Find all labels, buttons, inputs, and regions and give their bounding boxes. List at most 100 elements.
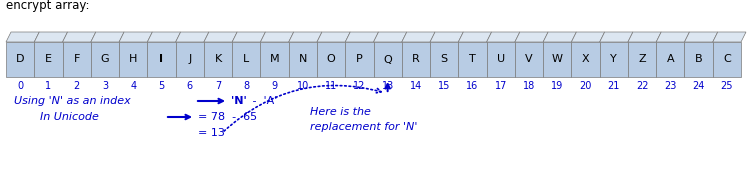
Text: C: C (723, 55, 731, 64)
Text: O: O (327, 55, 336, 64)
FancyArrowPatch shape (224, 85, 381, 131)
Bar (232, 42, 261, 77)
Bar (91, 42, 119, 77)
Text: 19: 19 (551, 81, 563, 91)
Text: 'N': 'N' (231, 96, 246, 106)
Text: 4: 4 (130, 81, 136, 91)
Text: M: M (270, 55, 279, 64)
Bar (204, 42, 232, 77)
Bar (6, 42, 34, 77)
Bar (543, 42, 571, 77)
Text: 25: 25 (721, 81, 733, 91)
Text: A: A (667, 55, 674, 64)
Text: 14: 14 (410, 81, 422, 91)
Bar (401, 42, 430, 77)
Bar (374, 42, 401, 77)
Polygon shape (487, 32, 520, 42)
Text: V: V (525, 55, 533, 64)
Text: In Unicode: In Unicode (40, 112, 99, 122)
Text: R: R (412, 55, 419, 64)
Text: N: N (299, 55, 307, 64)
Polygon shape (543, 32, 577, 42)
Polygon shape (401, 32, 435, 42)
Text: 11: 11 (325, 81, 337, 91)
Bar (288, 42, 317, 77)
Polygon shape (232, 32, 265, 42)
Polygon shape (62, 32, 96, 42)
Bar (628, 42, 656, 77)
Text: I: I (160, 55, 163, 64)
Text: 12: 12 (354, 81, 366, 91)
Text: L: L (243, 55, 249, 64)
Text: Here is the: Here is the (310, 107, 371, 117)
Bar (656, 42, 685, 77)
Text: 3: 3 (102, 81, 108, 91)
Polygon shape (288, 32, 322, 42)
Text: 5: 5 (158, 81, 165, 91)
Text: Using 'N' as an index: Using 'N' as an index (14, 96, 131, 106)
Polygon shape (119, 32, 152, 42)
Polygon shape (713, 32, 746, 42)
Polygon shape (34, 32, 67, 42)
Text: Q: Q (383, 55, 392, 64)
Polygon shape (685, 32, 718, 42)
Text: W: W (552, 55, 562, 64)
Text: encrypt array:: encrypt array: (6, 0, 89, 12)
Text: J: J (188, 55, 192, 64)
Polygon shape (204, 32, 237, 42)
Bar (571, 42, 600, 77)
Text: 23: 23 (664, 81, 676, 91)
Text: 0: 0 (17, 81, 23, 91)
Text: 2: 2 (73, 81, 80, 91)
Polygon shape (345, 32, 378, 42)
Polygon shape (6, 32, 39, 42)
Text: 13: 13 (381, 81, 394, 91)
FancyArrowPatch shape (386, 84, 390, 91)
Bar (317, 42, 345, 77)
Bar (685, 42, 713, 77)
Bar (713, 42, 741, 77)
Text: Z: Z (638, 55, 646, 64)
Polygon shape (148, 32, 181, 42)
Bar (62, 42, 91, 77)
Text: 6: 6 (187, 81, 192, 91)
Bar (458, 42, 487, 77)
Polygon shape (175, 32, 209, 42)
Text: 24: 24 (692, 81, 705, 91)
Bar (175, 42, 204, 77)
Polygon shape (515, 32, 548, 42)
Polygon shape (317, 32, 351, 42)
Text: 8: 8 (243, 81, 249, 91)
Text: = 78  -  65: = 78 - 65 (198, 112, 257, 122)
Text: 9: 9 (271, 81, 278, 91)
Text: 21: 21 (607, 81, 620, 91)
Text: = 13: = 13 (198, 128, 225, 138)
Text: G: G (100, 55, 109, 64)
Text: H: H (129, 55, 137, 64)
Polygon shape (656, 32, 690, 42)
Text: 10: 10 (297, 81, 309, 91)
Bar (119, 42, 148, 77)
Text: E: E (45, 55, 52, 64)
Bar (148, 42, 175, 77)
Text: F: F (73, 55, 80, 64)
Polygon shape (261, 32, 294, 42)
Text: K: K (214, 55, 222, 64)
Polygon shape (458, 32, 491, 42)
Bar (430, 42, 458, 77)
Text: 18: 18 (523, 81, 535, 91)
Text: replacement for 'N': replacement for 'N' (310, 122, 417, 132)
Bar (345, 42, 374, 77)
Text: 15: 15 (438, 81, 450, 91)
Polygon shape (571, 32, 604, 42)
Polygon shape (430, 32, 464, 42)
Text: B: B (695, 55, 703, 64)
Text: P: P (356, 55, 363, 64)
Text: Y: Y (610, 55, 617, 64)
Bar (600, 42, 628, 77)
Text: T: T (469, 55, 476, 64)
Text: 20: 20 (579, 81, 592, 91)
Text: 22: 22 (636, 81, 649, 91)
Text: 16: 16 (467, 81, 479, 91)
Text: S: S (440, 55, 448, 64)
